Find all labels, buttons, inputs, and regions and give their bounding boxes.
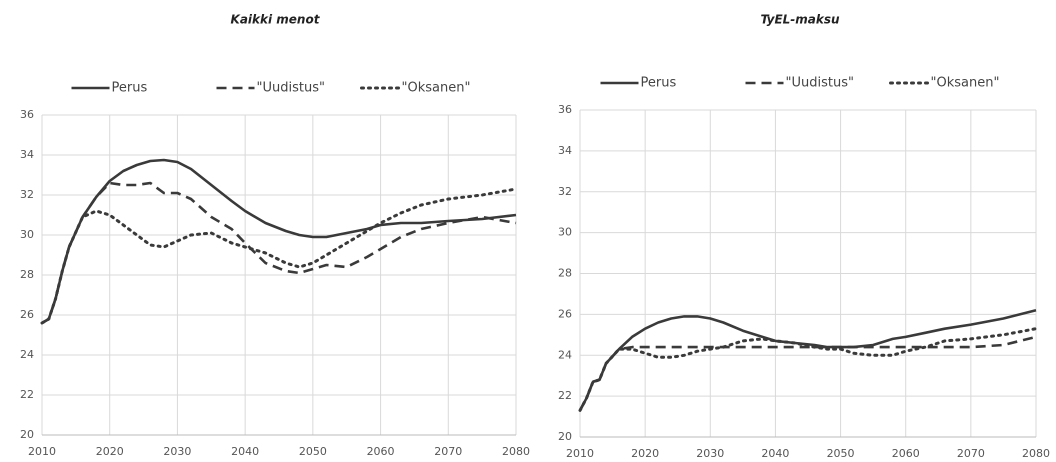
y-tick-label: 36 [20, 108, 34, 121]
x-tick-label: 2080 [502, 445, 530, 458]
x-tick-label: 2070 [434, 445, 462, 458]
legend-label: "Uudistus" [257, 81, 325, 96]
y-tick-label: 26 [558, 307, 572, 320]
x-tick-label: 2010 [566, 447, 594, 460]
series-line [41, 158, 517, 325]
series-line [40, 187, 518, 325]
y-tick-label: 30 [20, 228, 34, 241]
series-line [41, 181, 517, 325]
y-tick-label: 24 [558, 348, 572, 361]
y-tick-label: 34 [20, 148, 34, 161]
x-tick-label: 2050 [827, 447, 855, 460]
chart-title: Kaikki menot [231, 13, 321, 27]
series-line [578, 327, 1038, 412]
legend-label: "Oksanen" [402, 81, 471, 96]
y-tick-label: 20 [20, 428, 34, 441]
legend-label: "Uudistus" [786, 76, 854, 91]
chart-title: TyEL-maksu [760, 13, 840, 27]
x-tick-label: 2060 [892, 447, 920, 460]
y-tick-label: 20 [558, 430, 572, 443]
y-tick-label: 22 [20, 388, 34, 401]
y-tick-label: 34 [558, 144, 572, 157]
y-tick-label: 28 [20, 268, 34, 281]
legend-label: Perus [641, 76, 677, 91]
x-tick-label: 2030 [163, 445, 191, 458]
x-tick-label: 2020 [631, 447, 659, 460]
series-line [578, 309, 1037, 412]
x-tick-label: 2060 [367, 445, 395, 458]
x-tick-label: 2080 [1022, 447, 1050, 460]
x-tick-label: 2040 [761, 447, 789, 460]
legend-label: Perus [112, 81, 148, 96]
y-tick-label: 24 [20, 348, 34, 361]
x-tick-label: 2030 [696, 447, 724, 460]
y-tick-label: 32 [558, 185, 572, 198]
y-tick-label: 28 [558, 267, 572, 280]
y-tick-label: 30 [558, 226, 572, 239]
x-tick-label: 2010 [28, 445, 56, 458]
x-tick-label: 2040 [231, 445, 259, 458]
y-tick-label: 26 [20, 308, 34, 321]
y-tick-label: 36 [558, 103, 572, 116]
y-tick-label: 32 [20, 188, 34, 201]
x-tick-label: 2050 [299, 445, 327, 458]
legend-label: "Oksanen" [931, 76, 1000, 91]
x-tick-label: 2020 [96, 445, 124, 458]
x-tick-label: 2070 [957, 447, 985, 460]
series-line [578, 335, 1037, 412]
y-tick-label: 22 [558, 389, 572, 402]
